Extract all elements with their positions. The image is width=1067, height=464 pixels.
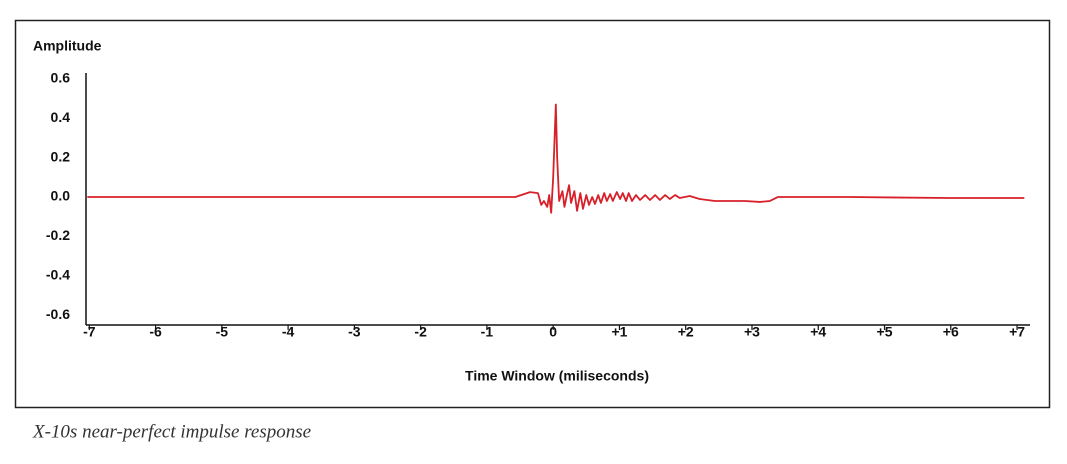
x-tick-label: -2 bbox=[414, 324, 427, 340]
frame bbox=[14, 19, 1051, 409]
x-tick-label: +7 bbox=[1009, 324, 1025, 340]
data-line bbox=[87, 103, 1025, 214]
y-tick-label: -0.4 bbox=[46, 266, 70, 282]
y-tick-label: 0.0 bbox=[51, 188, 71, 204]
x-tick-label: -7 bbox=[83, 324, 96, 340]
x-tick-label: -4 bbox=[282, 324, 295, 340]
x-tick-label: +4 bbox=[810, 324, 826, 340]
y-tick-label: 0.6 bbox=[51, 70, 71, 86]
x-tick-label: +3 bbox=[744, 324, 760, 340]
x-tick-label: -6 bbox=[149, 324, 162, 340]
x-tick-label: +1 bbox=[611, 324, 627, 340]
x-tick-label: +5 bbox=[877, 324, 893, 340]
x-tick-label: -3 bbox=[348, 324, 361, 340]
y-tick-label: 0.4 bbox=[51, 109, 71, 125]
x-tick-label: -1 bbox=[481, 324, 494, 340]
x-axis-title: Time Window (miliseconds) bbox=[465, 368, 649, 384]
y-tick-label: 0.2 bbox=[51, 148, 71, 164]
caption: X-10s near-perfect impulse response bbox=[32, 421, 311, 442]
y-tick-label: -0.2 bbox=[46, 227, 70, 243]
x-tick-label: -5 bbox=[216, 324, 229, 340]
x-tick-label: +2 bbox=[678, 324, 694, 340]
y-tick-label: -0.6 bbox=[46, 306, 70, 322]
x-tick-label: +6 bbox=[943, 324, 959, 340]
y-axis-title: Amplitude bbox=[33, 38, 102, 54]
x-tick-label: 0 bbox=[549, 324, 557, 340]
